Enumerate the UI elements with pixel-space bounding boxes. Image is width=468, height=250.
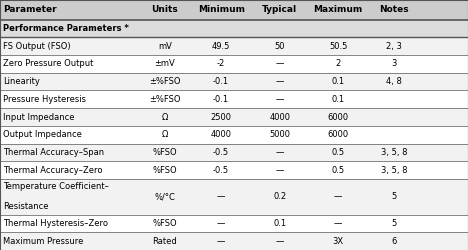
Text: 5: 5 [392, 219, 397, 228]
Bar [0, 108, 468, 126]
Text: Parameter: Parameter [3, 5, 57, 14]
Text: Resistance: Resistance [3, 202, 48, 211]
Text: 0.1: 0.1 [273, 219, 286, 228]
Text: -0.1: -0.1 [213, 77, 229, 86]
Text: —: — [217, 192, 225, 201]
Text: Rated: Rated [153, 237, 177, 246]
Text: Ω: Ω [162, 130, 168, 139]
Bar [0, 214, 468, 232]
Text: %/°C: %/°C [154, 192, 176, 201]
Text: 6: 6 [392, 237, 397, 246]
Bar [0, 20, 468, 37]
Text: 0.1: 0.1 [331, 95, 345, 104]
Text: Notes: Notes [380, 5, 409, 14]
Text: 2500: 2500 [211, 112, 232, 122]
Text: —: — [334, 219, 342, 228]
Text: -0.5: -0.5 [213, 148, 229, 157]
Text: —: — [276, 59, 284, 68]
Text: ±%FSO: ±%FSO [149, 77, 181, 86]
Text: —: — [276, 95, 284, 104]
Text: 4000: 4000 [211, 130, 232, 139]
Text: Thermal Accuracy–Span: Thermal Accuracy–Span [3, 148, 104, 157]
Text: Ω: Ω [162, 112, 168, 122]
Text: 5000: 5000 [269, 130, 290, 139]
Text: Temperature Coefficient–: Temperature Coefficient– [3, 182, 109, 192]
Text: %FSO: %FSO [153, 148, 177, 157]
Text: —: — [334, 192, 342, 201]
Text: Units: Units [152, 5, 178, 14]
Text: ±%FSO: ±%FSO [149, 95, 181, 104]
Text: -0.5: -0.5 [213, 166, 229, 175]
Bar [0, 0, 468, 20]
Text: 0.5: 0.5 [331, 166, 345, 175]
Text: 0.2: 0.2 [273, 192, 286, 201]
Text: 5: 5 [392, 192, 397, 201]
Text: Thermal Accuracy–Zero: Thermal Accuracy–Zero [3, 166, 102, 175]
Bar [0, 126, 468, 144]
Text: mV: mV [158, 42, 172, 50]
Text: 6000: 6000 [328, 130, 349, 139]
Text: —: — [217, 219, 225, 228]
Text: Linearity: Linearity [3, 77, 40, 86]
Bar [0, 90, 468, 108]
Text: —: — [276, 166, 284, 175]
Text: Pressure Hysteresis: Pressure Hysteresis [3, 95, 86, 104]
Bar [0, 161, 468, 179]
Text: ±mV: ±mV [154, 59, 176, 68]
Text: 50: 50 [274, 42, 285, 50]
Text: Performance Parameters *: Performance Parameters * [3, 24, 129, 33]
Text: —: — [276, 148, 284, 157]
Text: Thermal Hysteresis–Zero: Thermal Hysteresis–Zero [3, 219, 108, 228]
Text: %FSO: %FSO [153, 219, 177, 228]
Text: %FSO: %FSO [153, 166, 177, 175]
Text: —: — [217, 237, 225, 246]
Text: 3, 5, 8: 3, 5, 8 [381, 148, 408, 157]
Text: —: — [276, 237, 284, 246]
Text: 3: 3 [392, 59, 397, 68]
Bar [0, 179, 468, 214]
Text: Maximum Pressure: Maximum Pressure [3, 237, 83, 246]
Text: 49.5: 49.5 [212, 42, 230, 50]
Text: 0.1: 0.1 [331, 77, 345, 86]
Text: 2, 3: 2, 3 [387, 42, 402, 50]
Text: 3X: 3X [333, 237, 344, 246]
Text: Zero Pressure Output: Zero Pressure Output [3, 59, 93, 68]
Bar [0, 144, 468, 161]
Text: Maximum: Maximum [314, 5, 363, 14]
Bar [0, 73, 468, 90]
Text: 4, 8: 4, 8 [387, 77, 402, 86]
Text: Minimum: Minimum [197, 5, 245, 14]
Text: 2: 2 [336, 59, 341, 68]
Text: 50.5: 50.5 [329, 42, 347, 50]
Text: -0.1: -0.1 [213, 95, 229, 104]
Text: 0.5: 0.5 [331, 148, 345, 157]
Text: 4000: 4000 [269, 112, 290, 122]
Text: 6000: 6000 [328, 112, 349, 122]
Bar [0, 232, 468, 250]
Text: Typical: Typical [262, 5, 297, 14]
Bar [0, 55, 468, 73]
Text: Input Impedance: Input Impedance [3, 112, 74, 122]
Text: 3, 5, 8: 3, 5, 8 [381, 166, 408, 175]
Text: -2: -2 [217, 59, 225, 68]
Text: Output Impedance: Output Impedance [3, 130, 82, 139]
Text: FS Output (FSO): FS Output (FSO) [3, 42, 70, 50]
Bar [0, 37, 468, 55]
Text: —: — [276, 77, 284, 86]
